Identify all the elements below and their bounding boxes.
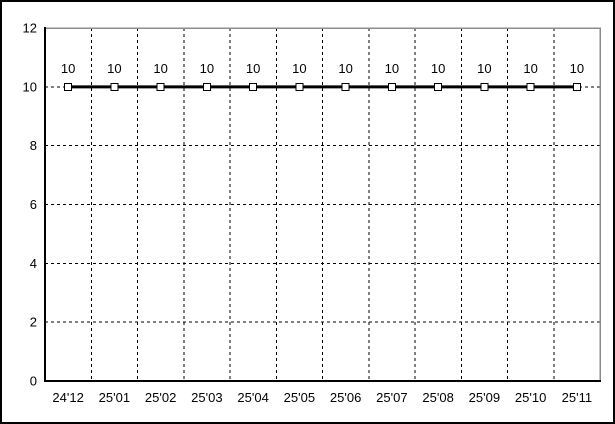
data-point-marker (572, 82, 581, 91)
data-point-marker (249, 82, 258, 91)
y-axis-tick-label: 10 (23, 79, 37, 94)
y-axis-tick-label: 8 (30, 138, 37, 153)
x-axis-tick-label: 25'08 (422, 390, 453, 405)
x-axis-tick-label: 25'07 (376, 390, 407, 405)
data-point-marker (295, 82, 304, 91)
data-point-label: 10 (385, 61, 399, 76)
data-point-label: 10 (570, 61, 584, 76)
x-axis-tick-label: 25'03 (191, 390, 222, 405)
data-point-label: 10 (246, 61, 260, 76)
data-point-label: 10 (107, 61, 121, 76)
y-axis-tick-label: 2 (30, 315, 37, 330)
data-point-marker (110, 82, 119, 91)
y-axis-tick-label: 0 (30, 374, 37, 389)
data-point-label: 10 (523, 61, 537, 76)
data-point-marker (434, 82, 443, 91)
x-axis-tick-label: 25'09 (469, 390, 500, 405)
data-point-label: 10 (200, 61, 214, 76)
data-point-label: 10 (61, 61, 75, 76)
x-axis-tick-label: 25'02 (145, 390, 176, 405)
data-point-marker (64, 82, 73, 91)
y-axis-tick-label: 12 (23, 21, 37, 36)
x-axis-tick-label: 24'12 (52, 390, 83, 405)
y-axis-tick-label: 4 (30, 256, 37, 271)
data-point-marker (156, 82, 165, 91)
data-point-marker (387, 82, 396, 91)
x-axis-tick-label: 25'11 (562, 390, 592, 405)
data-point-marker (202, 82, 211, 91)
x-axis-tick-label: 25'06 (330, 390, 361, 405)
x-axis-tick-label: 25'01 (99, 390, 130, 405)
data-point-marker (526, 82, 535, 91)
data-point-marker (341, 82, 350, 91)
data-point-label: 10 (477, 61, 491, 76)
data-point-label: 10 (431, 61, 445, 76)
data-point-label: 10 (153, 61, 167, 76)
x-axis-tick-label: 25'10 (515, 390, 546, 405)
data-point-label: 10 (292, 61, 306, 76)
x-axis-tick-label: 25'04 (237, 390, 268, 405)
x-axis-tick-label: 25'05 (284, 390, 315, 405)
data-point-marker (480, 82, 489, 91)
y-axis-tick-label: 6 (30, 197, 37, 212)
data-point-label: 10 (338, 61, 352, 76)
